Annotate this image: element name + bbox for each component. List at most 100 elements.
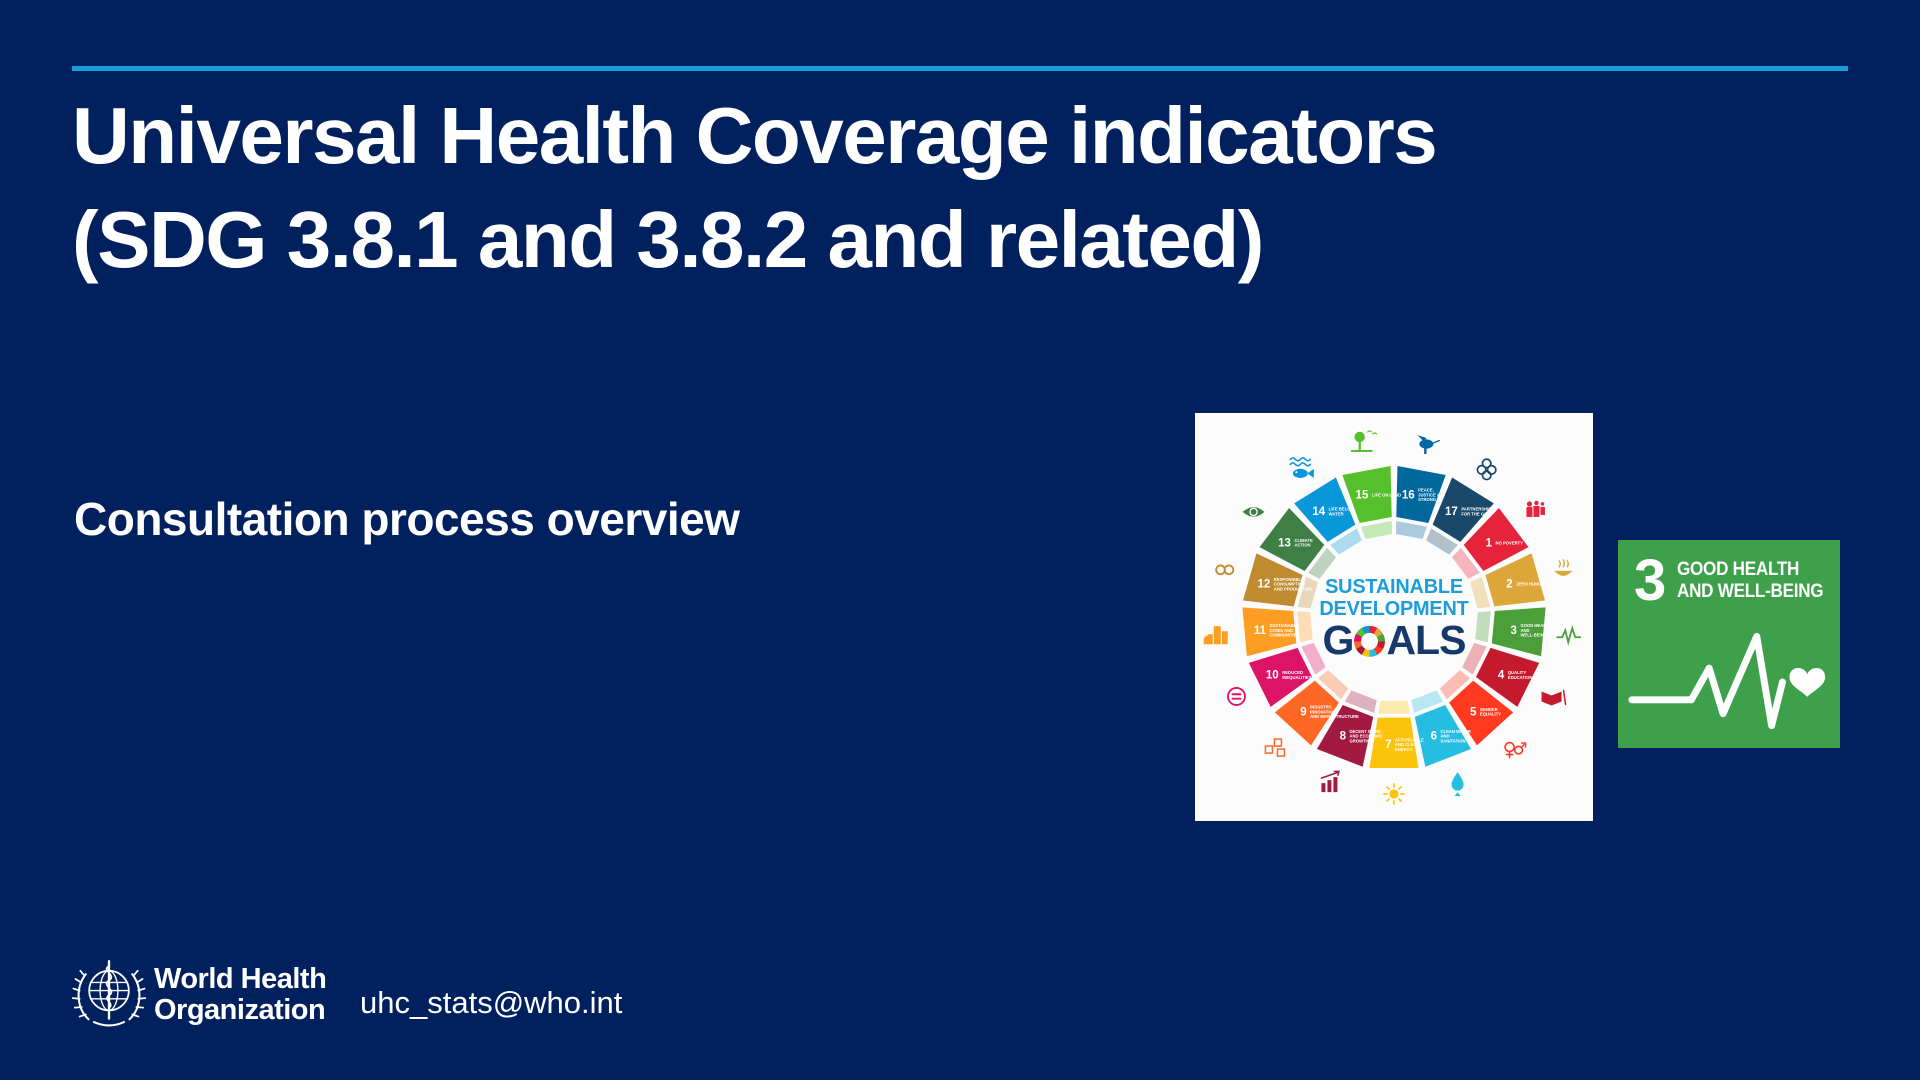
wheel-center-goals-word: G ALS — [1322, 617, 1467, 664]
sdg-goal-label-16: PEACE, JUSTICE AND STRONG INSTITUTIONS — [1418, 488, 1466, 503]
book-icon — [1541, 689, 1567, 706]
slide-subtitle: Consultation process overview — [74, 493, 740, 545]
sdg3-goal-name: GOOD HEALTH AND WELL-BEING — [1677, 559, 1824, 602]
sdg-goal-number-13: 13 — [1278, 537, 1291, 549]
wheel-center-line2: DEVELOPMENT — [1319, 596, 1469, 620]
wheel-center-line1: SUSTAINABLE — [1325, 574, 1463, 598]
sdg-goal-label-14: LIFE BELOW WATER — [1329, 507, 1355, 517]
sdg-goal-label-2: ZERO HUNGER — [1516, 582, 1547, 587]
sdg-goal-number-10: 10 — [1266, 669, 1279, 681]
sdg-wedge-4-inner-band — [1462, 642, 1487, 675]
sdg-wedge-6 — [1414, 705, 1472, 767]
sdg-wedge-15-inner-band — [1361, 521, 1393, 540]
heartbeat-icon — [1556, 625, 1582, 646]
interlocking-rings-icon — [1476, 458, 1497, 481]
growth-chart-icon — [1320, 770, 1340, 793]
dove-icon — [1417, 434, 1440, 454]
sdg-goal-label-3: GOOD HEALTH AND WELL-BEING — [1520, 623, 1551, 638]
sdg-goal-number-15: 15 — [1356, 489, 1369, 501]
sdg-wedge-13 — [1259, 508, 1325, 571]
sdg-wedge-9-inner-band — [1317, 670, 1349, 700]
sdg-goal-label-15: LIFE ON LAND — [1372, 492, 1401, 497]
sdg-wheel-graphic: 16 PEACE, JUSTICE AND STRONG INSTITUTIONS 17… — [1203, 430, 1582, 805]
sun-icon — [1383, 783, 1405, 805]
buildings-icon — [1203, 626, 1228, 645]
sdg-wedge-14 — [1294, 477, 1356, 542]
who-wordmark: World Health Organization — [154, 963, 327, 1027]
sdg-wedge-13-inner-band — [1308, 547, 1337, 579]
sdg-wedge-7 — [1369, 717, 1419, 769]
sdg-goal-label-6: CLEAN WATER AND SANITATION — [1441, 729, 1471, 744]
sdg-wedge-1 — [1463, 508, 1529, 571]
gender-symbols-icon — [1504, 741, 1527, 759]
sdg-goal-number-7: 7 — [1385, 739, 1391, 751]
cubes-icon — [1264, 738, 1286, 757]
sdg-goal-label-17: PARTNERSHIPS FOR THE GOALS — [1461, 507, 1496, 517]
sdg-goal-number-4: 4 — [1498, 669, 1505, 681]
sdg-wedge-17 — [1432, 477, 1494, 542]
sdg-goal-label-4: QUALITY EDUCATION — [1508, 670, 1533, 680]
who-wordmark-line2: Organization — [154, 994, 326, 1027]
sdg-goal-label-13: CLIMATE ACTION — [1294, 538, 1313, 548]
sdg-wedge-12-inner-band — [1297, 576, 1318, 609]
sdg-wedge-8-inner-band — [1344, 690, 1377, 713]
sdg-wedge-3 — [1491, 607, 1546, 657]
sdg-goal-label-10: REDUCED INEQUALITIES — [1282, 670, 1312, 680]
sdg-goal-number-8: 8 — [1340, 731, 1347, 743]
people-icon — [1526, 500, 1545, 517]
title-line-2: (SDG 3.8.1 and 3.8.2 and related) — [72, 195, 1264, 284]
sdg-goal-number-3: 3 — [1511, 625, 1517, 637]
sdg-wedge-17-inner-band — [1426, 528, 1458, 555]
sdg-wedge-16 — [1396, 466, 1446, 524]
globe-eye-icon — [1242, 507, 1265, 517]
sdg-wedge-9 — [1274, 680, 1339, 746]
sdg-wedge-15 — [1342, 466, 1392, 524]
contact-email: uhc_stats@who.int — [360, 985, 623, 1020]
food-bowl-icon — [1554, 559, 1573, 576]
sdg-wedge-16-inner-band — [1395, 521, 1427, 540]
sdg-goal-label-5: GENDER EQUALITY — [1480, 707, 1501, 717]
tree-icon — [1350, 430, 1378, 452]
sdg-goal-number-6: 6 — [1431, 731, 1437, 743]
sdg3-tile: 3 GOOD HEALTH AND WELL-BEING — [1618, 540, 1840, 748]
sdg-wedge-4 — [1475, 647, 1540, 707]
sdg-wedge-3-inner-band — [1475, 611, 1491, 643]
sdg-wedge-1-inner-band — [1451, 547, 1480, 579]
sdg-goal-number-16: 16 — [1402, 489, 1415, 501]
sdg-goal-number-11: 11 — [1254, 625, 1267, 637]
infinity-icon — [1215, 564, 1235, 576]
fish-icon — [1289, 457, 1314, 478]
sdg-wheel-card: 16 PEACE, JUSTICE AND STRONG INSTITUTIONS 17… — [1195, 413, 1593, 821]
sdg-wedge-14-inner-band — [1330, 528, 1362, 555]
sdg-wedge-11 — [1242, 607, 1297, 657]
who-emblem-icon — [71, 960, 147, 1027]
slide-title: Universal Health Coverage indicators (SDG… — [72, 84, 1438, 292]
sdg-goal-number-12: 12 — [1258, 579, 1271, 591]
sdg-wedge-5-inner-band — [1439, 670, 1471, 700]
sdg-goal-number-2: 2 — [1506, 579, 1512, 591]
sdg-wedge-5 — [1449, 680, 1514, 746]
sdg-goal-label-7: AFFORDABLE AND CLEAN ENERGY — [1395, 737, 1424, 752]
sdg-wedge-6-inner-band — [1411, 690, 1444, 713]
sdg-goal-number-17: 17 — [1445, 506, 1458, 518]
equality-icon — [1227, 687, 1246, 706]
water-drop-icon — [1451, 772, 1464, 797]
sdg-goal-label-11: SUSTAINABLE CITIES AND COMMUNITIES — [1270, 623, 1300, 638]
sdg-goal-label-9: INDUSTRY, INNOVATION AND INFRASTRUCTURE — [1310, 705, 1359, 720]
sdg-goal-label-1: NO POVERTY — [1496, 540, 1524, 545]
sdg-color-wheel-icon — [1354, 625, 1386, 657]
sdg-wedge-8 — [1316, 705, 1374, 767]
sdg-goal-label-12: RESPONSIBLE CONSUMPTION AND PRODUCTION — [1274, 577, 1312, 592]
sdg-wedge-12 — [1243, 553, 1303, 607]
sdg-wedge-7-inner-band — [1378, 700, 1410, 714]
sdg3-tile-header: 3 GOOD HEALTH AND WELL-BEING — [1618, 540, 1840, 613]
sdg-wedge-10 — [1248, 647, 1313, 707]
who-wordmark-line1: World Health — [154, 963, 327, 995]
sdg-goal-label-8: DECENT WORK AND ECONOMIC GROWTH — [1349, 729, 1382, 744]
top-divider — [72, 66, 1848, 71]
sdg-wedge-10-inner-band — [1301, 642, 1326, 675]
sdg-wheel-center-text: SUSTAINABLE DEVELOPMENT G ALS — [1299, 576, 1489, 662]
title-line-1: Universal Health Coverage indicators — [72, 91, 1438, 180]
sdg3-number: 3 — [1634, 548, 1667, 613]
